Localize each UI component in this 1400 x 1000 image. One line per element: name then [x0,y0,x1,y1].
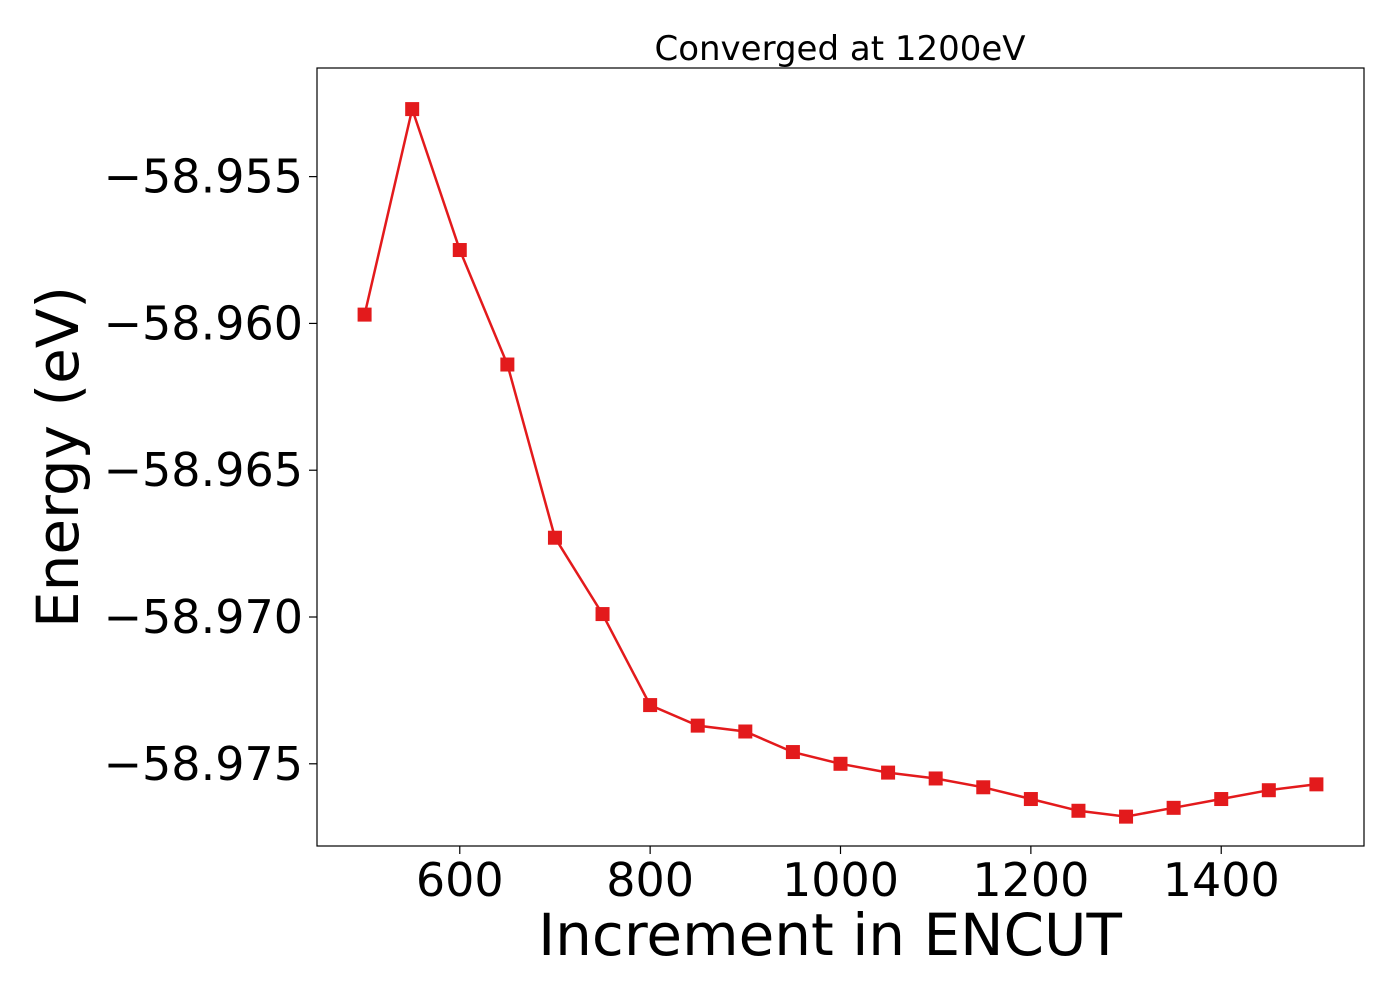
data-point-marker [833,756,848,771]
x-tick-label: 600 [416,853,504,907]
data-point-marker [405,102,420,117]
data-point-marker [1261,783,1276,798]
data-point-marker [595,607,610,622]
x-tick-label: 1400 [1163,853,1280,907]
y-tick-label: −58.965 [104,443,304,497]
y-axis-label: Energy (eV) [24,286,92,628]
x-tick-label: 1000 [782,853,899,907]
series-line [363,104,1317,818]
chart-title: Converged at 1200eV [654,29,1025,69]
data-point-marker [500,357,515,372]
data-point-marker [1214,792,1229,807]
data-point-marker [785,745,800,760]
data-point-marker [928,771,943,786]
plot-frame [316,67,1365,847]
y-tick-label: −58.955 [104,150,304,204]
data-point-marker [738,724,753,739]
data-point-marker [357,307,372,322]
y-axis: −58.955 −58.960 −58.965 −58.970 −58.975 [104,150,317,791]
data-point-marker [881,765,896,780]
x-axis-label: Increment in ENCUT [538,901,1122,969]
y-tick-label: −58.960 [104,296,304,350]
y-tick-label: −58.970 [104,590,304,644]
x-axis: 600 800 1000 1200 1400 [416,846,1280,907]
data-point-marker [976,780,991,795]
y-tick-label: −58.975 [104,737,304,791]
data-point-marker [1023,792,1038,807]
data-point-marker [690,718,705,733]
data-point-marker [1309,777,1324,792]
data-point-marker [452,243,467,258]
data-point-marker [1071,803,1086,818]
x-tick-label: 800 [606,853,694,907]
data-point-marker [547,530,562,545]
data-point-marker [1166,800,1181,815]
data-point-marker [1119,809,1134,824]
x-tick-label: 1200 [972,853,1089,907]
series-layer [357,102,1324,824]
data-point-marker [643,698,658,713]
